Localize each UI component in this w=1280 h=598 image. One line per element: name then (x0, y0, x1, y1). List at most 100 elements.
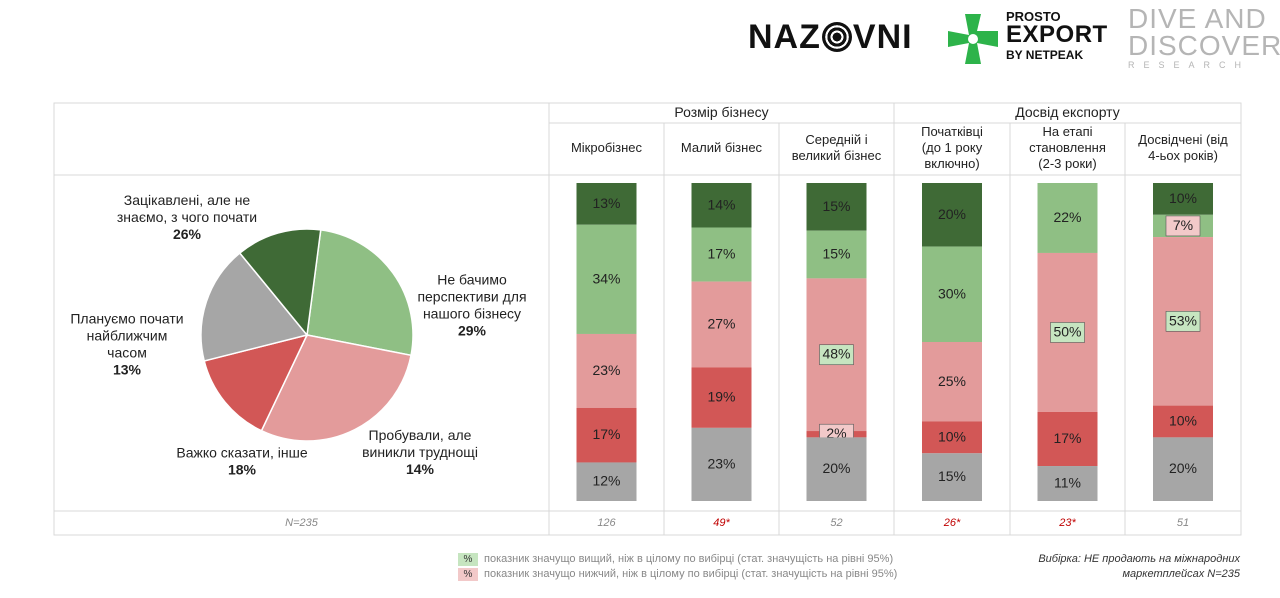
prosto-export-cross-icon (948, 14, 998, 64)
bar-segment (576, 183, 637, 225)
nazovni-logo: NAZ VNI (748, 18, 913, 56)
bar-segment (922, 183, 982, 247)
pie-label: перспективи для (417, 288, 526, 304)
bar-segment (1037, 466, 1098, 501)
bar-value-label: 20% (938, 206, 966, 222)
dd-line1: DIVE AND (1128, 3, 1267, 34)
pie-label: найближчим (87, 327, 168, 343)
significance-box (1165, 311, 1201, 332)
pie-label: виникли труднощі (362, 444, 478, 460)
bar-value-label: 34% (592, 270, 620, 286)
bar-value-label: 15% (938, 468, 966, 484)
bar-value-label: 53% (1169, 312, 1197, 328)
bar-segment (1037, 183, 1098, 253)
bar-value-label: 15% (822, 245, 850, 261)
pie-label: часом (107, 344, 147, 360)
pie-slice (306, 229, 414, 357)
pie-value-label: 14% (406, 461, 435, 477)
bar-segment (1037, 411, 1098, 467)
sample-note-line1: Вибірка: НЕ продають на міжнародних (1038, 553, 1240, 565)
bar-segment (1153, 405, 1213, 438)
bar-value-label: 20% (822, 460, 850, 476)
pie-slice (260, 334, 412, 442)
bar-value-label: 50% (1053, 323, 1081, 339)
bar-value-label: 22% (1053, 209, 1081, 225)
dd-line3: RESEARCH (1128, 60, 1251, 71)
prosto-export-line1: PROSTO (1006, 9, 1061, 24)
bar-segment (691, 183, 752, 228)
column-header: На етапі становлення (2-3 роки) (1029, 124, 1106, 171)
bar-value-label: 30% (938, 285, 966, 301)
bar-value-label: 48% (822, 345, 850, 361)
bar-value-label: 10% (938, 428, 966, 444)
pie-label: Зацікавлені, але не (124, 192, 251, 208)
bar-segment (922, 246, 982, 342)
pie-value-label: 26% (173, 226, 202, 242)
prosto-export-line3: BY NETPEAK (1006, 48, 1084, 62)
sample-size: 23* (1058, 517, 1076, 529)
bar-value-label: 20% (1169, 460, 1197, 476)
sample-total: N=235 (285, 517, 319, 529)
significance-box (1050, 322, 1085, 343)
prosto-export-logo: PROSTO EXPORT BY NETPEAK (1006, 10, 1108, 61)
pie-slice (203, 333, 309, 432)
bar-value-label: 15% (822, 198, 850, 214)
bar-segment (806, 437, 867, 501)
pie-label: Не бачимо (437, 271, 507, 287)
bar-segment (691, 367, 752, 428)
sample-size: 52 (830, 517, 842, 529)
sample-note-line2: маркетплейсах N=235 (1122, 568, 1240, 580)
significance-box (819, 344, 854, 366)
bar-segment (1153, 183, 1213, 215)
bar-segment (576, 407, 637, 463)
significance-box (1165, 215, 1201, 237)
bar-value-label: 10% (1169, 190, 1197, 206)
column-header: Мікробізнес (571, 140, 643, 155)
logo-area: NAZ VNI PROSTO EXPORT BY NETPEAK DIVE AND… (740, 0, 1280, 90)
bar-value-label: 25% (938, 372, 966, 388)
legend-lower-swatch: % (458, 568, 478, 581)
pie-value-label: 18% (228, 461, 257, 477)
sample-note: Вибірка: НЕ продають на міжнародних марк… (990, 552, 1240, 582)
bar-value-label: 27% (707, 315, 735, 331)
column-header: Середній і великий бізнес (792, 132, 882, 163)
bar-value-label: 13% (592, 195, 620, 211)
significance-legend: % показник значущо вищий, ніж в цілому п… (458, 552, 897, 582)
pie-slice (200, 251, 309, 362)
prosto-export-line2: EXPORT (1006, 21, 1108, 48)
pie-value-label: 29% (458, 322, 487, 338)
column-header: Початківці (до 1 року включно) (921, 124, 983, 171)
bar-segment (576, 462, 637, 501)
bar-value-label: 17% (707, 245, 735, 261)
bar-value-label: 17% (1053, 430, 1081, 446)
bar-segment (806, 183, 867, 231)
table-border (53, 102, 1242, 536)
bar-value-label: 19% (707, 388, 735, 404)
bar-value-label: 23% (592, 362, 620, 378)
legend-higher: % показник значущо вищий, ніж в цілому п… (458, 552, 897, 567)
bar-segment (806, 230, 867, 279)
nazovni-logo-mark (821, 22, 852, 52)
bar-value-label: 23% (707, 455, 735, 471)
bar-segment (922, 342, 982, 422)
header-group-business-size: Розмір бізнесу (674, 104, 768, 120)
pie-label: нашого бізнесу (423, 305, 521, 321)
bar-segment (1153, 437, 1213, 501)
bar-value-label: 10% (1169, 412, 1197, 428)
sample-size: 126 (597, 517, 616, 529)
bar-value-label: 7% (1173, 217, 1193, 233)
sample-size: 26* (943, 517, 961, 529)
bar-value-label: 12% (592, 472, 620, 488)
bar-segment (576, 333, 637, 408)
bar-segment (922, 453, 982, 501)
bar-value-label: 11% (1054, 474, 1081, 490)
column-header: Досвідчені (від 4-ьох років) (1138, 132, 1228, 163)
legend-lower: % показник значущо нижчий, ніж в цілому … (458, 567, 897, 582)
dd-line2: DISCOVERY (1128, 29, 1280, 61)
bar-segment (691, 227, 752, 282)
sample-size: 51 (1177, 517, 1189, 529)
pie-label: Плануємо почати (70, 310, 183, 326)
column-header: Малий бізнес (681, 140, 763, 155)
bar-segment (691, 281, 752, 368)
pie-value-label: 13% (113, 361, 142, 377)
